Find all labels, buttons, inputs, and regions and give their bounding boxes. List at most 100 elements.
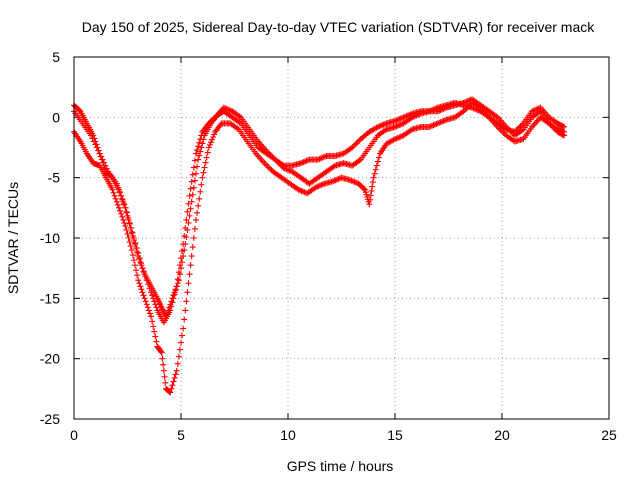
data-point (559, 123, 566, 130)
data-point (334, 176, 341, 183)
data-point (169, 382, 176, 389)
data-point (429, 107, 436, 114)
data-point (401, 113, 408, 120)
data-point (335, 175, 342, 182)
y-tick-label: -20 (40, 351, 60, 367)
data-point (167, 307, 174, 314)
data-point (180, 241, 187, 248)
data-point (352, 141, 359, 148)
data-point (280, 165, 287, 172)
data-point (113, 198, 120, 205)
data-point (190, 184, 197, 191)
data-point (143, 277, 150, 284)
data-point (516, 124, 523, 131)
y-axis-ticks: 5 0 -5 -10 -15 -20 -25 (40, 49, 609, 427)
data-point (211, 131, 218, 138)
data-point (283, 166, 290, 173)
data-point (185, 219, 192, 226)
data-point (196, 195, 203, 202)
data-point (119, 213, 126, 220)
data-point (120, 200, 127, 207)
data-point (136, 255, 143, 262)
data-point (440, 117, 447, 124)
data-point (158, 304, 165, 311)
data-point (140, 292, 147, 299)
x-tick-label: 10 (280, 427, 296, 443)
data-point (441, 117, 448, 124)
data-point (263, 148, 270, 155)
data-point (160, 367, 167, 374)
data-point (546, 120, 553, 127)
data-point (225, 106, 232, 113)
data-point (299, 188, 306, 195)
data-point (220, 104, 227, 111)
data-point (547, 121, 554, 128)
data-point (317, 155, 324, 162)
data-point (536, 105, 543, 112)
data-point (222, 105, 229, 112)
data-point (186, 271, 193, 278)
data-point (330, 163, 337, 170)
data-point (192, 170, 199, 177)
data-point (183, 216, 190, 223)
data-point (132, 240, 139, 247)
data-point (102, 162, 109, 169)
data-point (409, 114, 416, 121)
data-point (551, 125, 558, 132)
data-point (234, 125, 241, 132)
data-point (199, 140, 206, 147)
data-point (518, 121, 525, 128)
data-point (152, 333, 159, 340)
data-point (264, 163, 271, 170)
data-point (128, 247, 135, 254)
data-point (122, 204, 129, 211)
data-point (369, 179, 376, 186)
data-point (430, 122, 437, 129)
data-point (196, 139, 203, 146)
data-point (189, 244, 196, 251)
data-point (121, 219, 128, 226)
data-point (550, 124, 557, 131)
data-point (176, 346, 183, 353)
data-point (189, 191, 196, 198)
data-point (410, 113, 417, 120)
data-point (379, 122, 386, 129)
data-point (126, 239, 133, 246)
data-point (373, 162, 380, 169)
data-point (397, 133, 404, 140)
data-point (561, 123, 568, 130)
data-point (197, 148, 204, 155)
data-point (150, 295, 157, 302)
data-point (368, 187, 375, 194)
data-point (207, 139, 214, 146)
data-point (351, 178, 358, 185)
data-point (98, 153, 105, 160)
data-point (113, 180, 120, 187)
data-point (265, 164, 272, 171)
data-point (188, 178, 195, 185)
data-point (413, 112, 420, 119)
data-point (433, 105, 440, 112)
data-point (123, 226, 130, 233)
data-point (153, 338, 160, 345)
data-point (273, 157, 280, 164)
data-point (397, 121, 404, 128)
data-point (298, 187, 305, 194)
plot-frame (73, 56, 610, 420)
data-point (533, 106, 540, 113)
data-point (114, 201, 121, 208)
data-point (134, 272, 141, 279)
data-point (407, 127, 414, 134)
data-point (370, 174, 377, 181)
data-point (172, 287, 179, 294)
data-point (192, 216, 199, 223)
data-point (189, 171, 196, 178)
y-tick-label: -5 (48, 170, 61, 186)
data-point (392, 117, 398, 124)
data-point (315, 183, 322, 190)
data-point (182, 224, 189, 231)
data-point (470, 105, 477, 112)
data-point (142, 298, 149, 305)
data-point (205, 144, 212, 151)
data-point (396, 134, 403, 141)
